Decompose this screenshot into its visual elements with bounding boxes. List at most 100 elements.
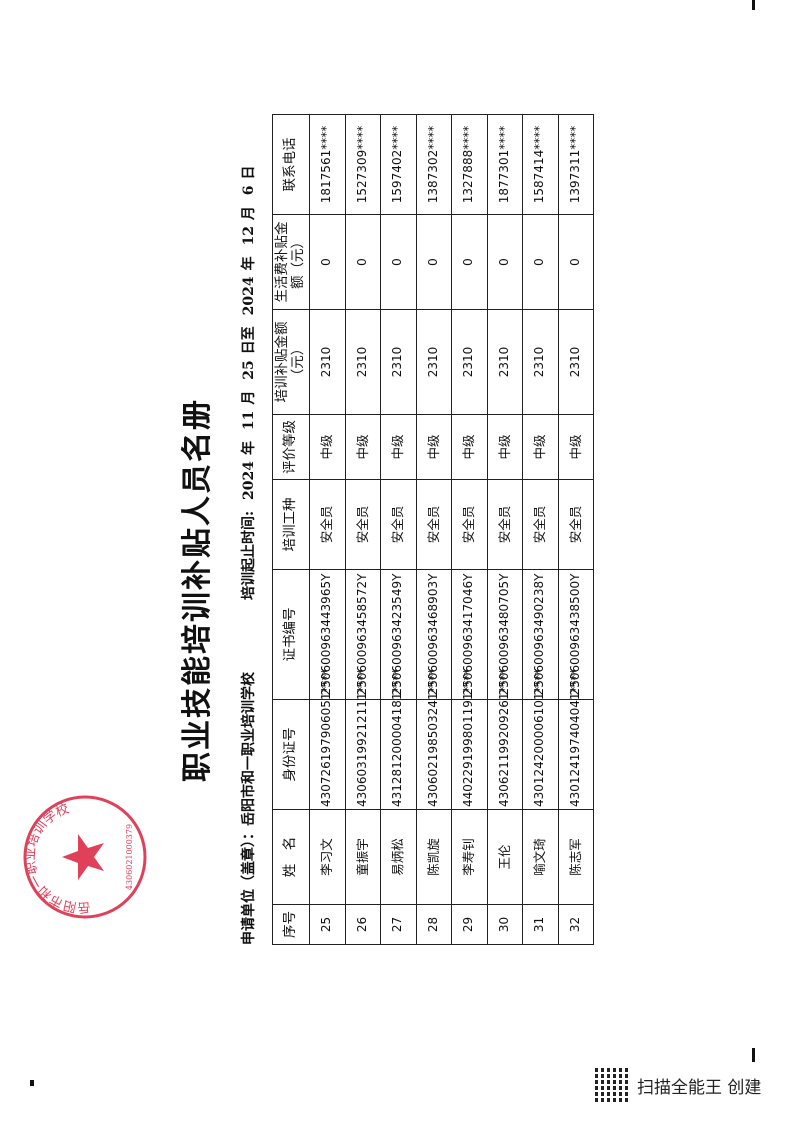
certificate-number-cell: 250600963417046Y [451, 569, 487, 700]
training-subsidy-cell: 2310 [416, 309, 452, 415]
training-period: 培训起止时间: 2024 年 11 月 25 日至 2024 年 12 月 6 日 [238, 159, 258, 600]
serial-number-cell: 30 [487, 904, 523, 945]
serial-number-cell: 32 [558, 904, 594, 945]
evaluation-level-cell: 中级 [487, 414, 523, 480]
scan-mark [30, 1080, 34, 1086]
id-number-cell: 430124200006101**** [522, 668, 558, 810]
unit: 日至 [241, 326, 257, 355]
column-header: 生活费补贴金额（元） [272, 214, 310, 310]
unit: 年 [241, 256, 257, 271]
table-row: 28 陈凯旋 430602198503241**** 250600963468903Y… [416, 114, 452, 945]
id-number-cell: 430602198503241**** [416, 668, 452, 810]
training-subsidy-cell: 2310 [487, 309, 523, 415]
training-subsidy-cell: 2310 [451, 309, 487, 415]
official-seal-stamp: 岳阳市和一职业培训学校 4306021000379 [23, 795, 147, 919]
training-type-cell: 安全员 [451, 479, 487, 570]
end-month: 12 [241, 226, 257, 246]
name-cell: 李寿钊 [451, 809, 487, 905]
serial-number-cell: 25 [309, 904, 345, 945]
table-row: 26 童振宇 430603199212111**** 250600963458572Y… [345, 114, 381, 945]
serial-number-cell: 26 [345, 904, 381, 945]
evaluation-level-cell: 中级 [558, 414, 594, 480]
table-row: 31 喻文琦 430124200006101**** 250600963490238Y… [522, 114, 558, 945]
living-subsidy-cell: 0 [416, 214, 452, 310]
end-day: 6 [241, 185, 257, 196]
column-header: 序号 [272, 904, 310, 945]
watermark-text: 扫描全能王 创建 [637, 1077, 762, 1098]
end-year: 2024 [241, 276, 257, 316]
phone-cell: 1597402**** [380, 114, 416, 215]
id-number-cell: 431281200004181**** [380, 668, 416, 810]
table-row: 32 陈志军 430124197404041**** 250600963438500Y… [558, 114, 594, 945]
certificate-number-cell: 250600963468903Y [416, 569, 452, 700]
name-cell: 李习文 [309, 809, 345, 905]
training-type-cell: 安全员 [380, 479, 416, 570]
training-type-cell: 安全员 [558, 479, 594, 570]
living-subsidy-cell: 0 [309, 214, 345, 310]
phone-cell: 1527309**** [345, 114, 381, 215]
living-subsidy-cell: 0 [380, 214, 416, 310]
column-header: 培训补贴金额（元） [272, 309, 310, 415]
column-header: 培训工种 [272, 479, 310, 570]
stamp-number: 4306021000379 [125, 824, 134, 890]
certificate-number-cell: 250600963458572Y [345, 569, 381, 700]
training-type-cell: 安全员 [345, 479, 381, 570]
phone-cell: 1387302**** [416, 114, 452, 215]
table-row: 25 李习文 430726197906051**** 250600963443965Y… [309, 114, 345, 945]
training-subsidy-cell: 2310 [558, 309, 594, 415]
living-subsidy-cell: 0 [487, 214, 523, 310]
serial-number-cell: 29 [451, 904, 487, 945]
start-month: 11 [241, 410, 257, 431]
training-type-cell: 安全员 [487, 479, 523, 570]
certificate-number-cell: 250600963480705Y [487, 569, 523, 700]
living-subsidy-cell: 0 [451, 214, 487, 310]
phone-cell: 1877301**** [487, 114, 523, 215]
evaluation-level-cell: 中级 [309, 414, 345, 480]
evaluation-level-cell: 中级 [380, 414, 416, 480]
serial-number-cell: 27 [380, 904, 416, 945]
column-header: 姓 名 [272, 809, 310, 905]
id-number-cell: 430621199209261**** [487, 668, 523, 810]
serial-number-cell: 28 [416, 904, 452, 945]
certificate-number-cell: 250600963443965Y [309, 569, 345, 700]
scanner-watermark: 扫描全能王 创建 [595, 1068, 761, 1102]
evaluation-level-cell: 中级 [345, 414, 381, 480]
document-title: 职业技能培训补贴人员名册 [180, 398, 215, 782]
table-row: 30 王伦 430621199209261**** 250600963480705Y 安… [487, 114, 523, 945]
certificate-number-cell: 250600963490238Y [522, 569, 558, 700]
table-header-row: 序号姓 名身份证号 证书编号 培训工种 评价等级 培训补贴金额（元） 生活费补贴金额（元）… [272, 114, 310, 945]
living-subsidy-cell: 0 [522, 214, 558, 310]
table-row: 27 易炳松 431281200004181**** 250600963423549Y… [380, 114, 416, 945]
scan-mark [752, 0, 755, 10]
table-row: 29 李寿钊 440229199801191**** 250600963417046Y… [451, 114, 487, 945]
column-header: 证书编号 [272, 569, 310, 700]
phone-cell: 1587414**** [522, 114, 558, 215]
period-label: 培训起止时间: [241, 510, 257, 600]
column-header: 评价等级 [272, 414, 310, 480]
phone-cell: 1817561**** [309, 114, 345, 215]
id-number-cell: 430124197404041**** [558, 668, 594, 810]
phone-cell: 1397311**** [558, 114, 594, 215]
training-type-cell: 安全员 [309, 479, 345, 570]
applicant-label: 申请单位（盖章）： [241, 826, 257, 945]
name-cell: 王伦 [487, 809, 523, 905]
training-subsidy-cell: 2310 [345, 309, 381, 415]
scan-mark [752, 1048, 755, 1062]
certificate-number-cell: 250600963423549Y [380, 569, 416, 700]
qr-code-icon [595, 1068, 629, 1102]
certificate-number-cell: 250600963438500Y [558, 569, 594, 700]
name-cell: 童振宇 [345, 809, 381, 905]
name-cell: 易炳松 [380, 809, 416, 905]
serial-number-cell: 31 [522, 904, 558, 945]
training-subsidy-cell: 2310 [380, 309, 416, 415]
name-cell: 陈凯旋 [416, 809, 452, 905]
evaluation-level-cell: 中级 [522, 414, 558, 480]
column-header: 身份证号 [272, 699, 310, 810]
training-type-cell: 安全员 [416, 479, 452, 570]
training-subsidy-cell: 2310 [522, 309, 558, 415]
roster-table: 序号姓 名身份证号 证书编号 培训工种 评价等级 培训补贴金额（元） 生活费补贴金额（元）… [272, 114, 594, 945]
unit: 年 [241, 440, 257, 455]
name-cell: 喻文琦 [522, 809, 558, 905]
id-number-cell: 430603199212111**** [345, 668, 381, 810]
